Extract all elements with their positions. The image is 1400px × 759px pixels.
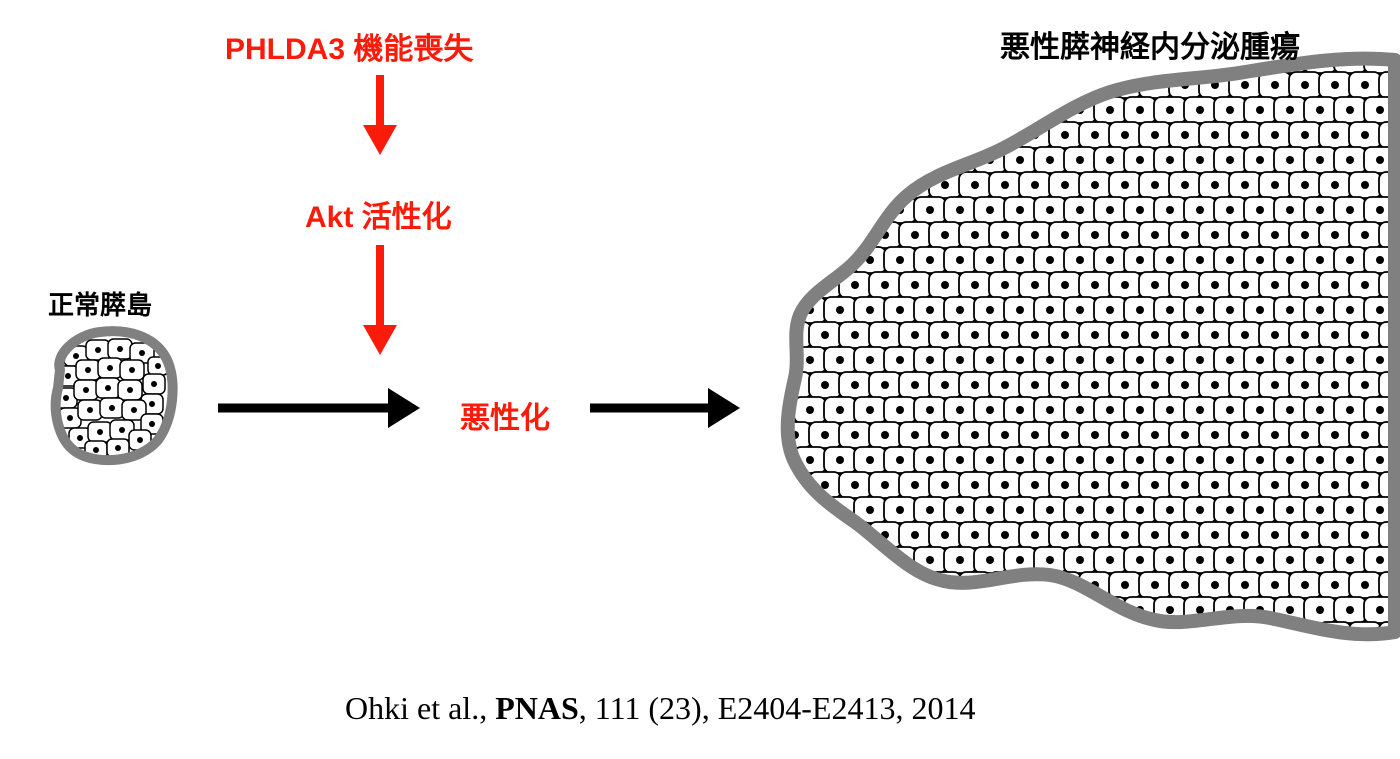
label-normal-islet: 正常膵島 <box>48 285 152 322</box>
citation-prefix: Ohki et al., <box>345 690 495 726</box>
citation-journal: PNAS <box>495 690 579 726</box>
normal-islet-graphic <box>55 331 173 460</box>
citation-text: Ohki et al., PNAS, 111 (23), E2404-E2413… <box>345 690 975 727</box>
diagram-stage <box>0 0 1400 759</box>
label-akt-activation: Akt 活性化 <box>305 192 452 236</box>
tumor-graphic <box>764 47 1400 648</box>
label-malignancy: 悪性化 <box>460 393 550 437</box>
label-tumor-title: 悪性膵神経内分泌腫瘍 <box>1000 22 1300 66</box>
label-phlda3-loss: PHLDA3 機能喪失 <box>225 24 473 68</box>
arrows-layer <box>218 75 740 428</box>
citation-suffix: , 111 (23), E2404-E2413, 2014 <box>579 690 976 726</box>
